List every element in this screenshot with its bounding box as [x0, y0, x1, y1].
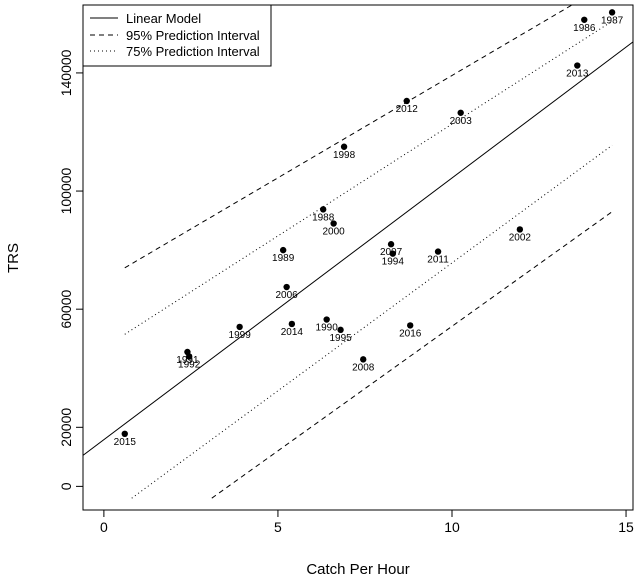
point-1992: [185, 353, 193, 360]
point-label-2015: 2015: [114, 437, 137, 448]
model-lines: [83, 5, 633, 499]
x-tick-label-1: 5: [274, 519, 282, 535]
point-label-2013: 2013: [566, 69, 589, 80]
point-1988: [319, 206, 327, 213]
point-label-1995: 1995: [329, 333, 352, 344]
y-tick-label-3: 100000: [58, 167, 74, 214]
y-tick-label-1: 20000: [58, 408, 74, 447]
point-label-1991: 1991: [176, 355, 199, 366]
line-dotted-4: [131, 144, 613, 499]
line-solid-0: [83, 41, 633, 456]
legend-label-75-interval: 75% Prediction Interval: [126, 44, 260, 59]
point-2006: [283, 283, 290, 291]
point-1995: [337, 326, 344, 334]
line-dashed-2: [211, 211, 613, 499]
legend: Linear Model 95% Prediction Interval 75%…: [82, 4, 272, 67]
point-2011: [434, 248, 442, 255]
point-2002: [516, 226, 524, 233]
point-1986: [581, 16, 588, 23]
point-label-1986: 1986: [573, 23, 596, 34]
line-dotted-3: [124, 20, 613, 335]
y-tick-label-0: 0: [58, 482, 74, 490]
legend-label-95-interval: 95% Prediction Interval: [126, 28, 260, 43]
point-2003: [457, 109, 464, 116]
point-label-1992: 1992: [178, 359, 201, 370]
point-1994: [389, 250, 397, 257]
point-2008: [360, 356, 367, 363]
point-label-1990: 1990: [316, 323, 339, 334]
line-dashed-1: [124, 5, 573, 269]
point-1998: [340, 143, 348, 150]
point-1989: [279, 246, 287, 254]
x-tick-label-3: 15: [618, 519, 634, 535]
point-label-1998: 1998: [333, 150, 356, 161]
x-axis-title: Catch Per Hour: [306, 561, 409, 578]
point-2015: [121, 430, 128, 438]
point-label-2011: 2011: [427, 255, 449, 266]
y-tick-label-2: 60000: [58, 290, 74, 329]
point-label-2008: 2008: [352, 362, 375, 373]
point-label-2002: 2002: [509, 232, 532, 243]
point-label-1988: 1988: [312, 212, 335, 223]
point-1999: [236, 323, 243, 331]
point-2012: [403, 97, 410, 105]
point-label-1989: 1989: [272, 253, 295, 264]
point-2000: [330, 220, 337, 227]
plot-frame: [82, 4, 634, 511]
point-label-2016: 2016: [399, 328, 422, 339]
point-1987: [608, 9, 616, 16]
legend-box: [82, 4, 272, 67]
point-label-2003: 2003: [450, 116, 473, 127]
x-tick-label-2: 10: [444, 519, 460, 535]
point-label-1994: 1994: [382, 257, 405, 268]
legend-label-linear-model: Linear Model: [126, 11, 201, 26]
y-tick-label-4: 140000: [58, 49, 74, 96]
point-label-2000: 2000: [323, 227, 346, 238]
point-label-2006: 2006: [276, 290, 299, 301]
point-2014: [288, 320, 296, 328]
axes: 0 5 10 15 0 20000 60000 100000 140000: [58, 49, 634, 535]
point-1990: [323, 316, 330, 323]
x-tick-label-0: 0: [100, 519, 108, 535]
y-axis-title: TRS: [5, 243, 22, 273]
point-label-1999: 1999: [229, 330, 252, 341]
point-2016: [407, 322, 414, 329]
point-label-2012: 2012: [396, 104, 419, 115]
point-label-1987: 1987: [601, 15, 624, 26]
point-label-2014: 2014: [281, 327, 304, 338]
point-2013: [574, 62, 581, 69]
point-2007: [387, 241, 395, 248]
